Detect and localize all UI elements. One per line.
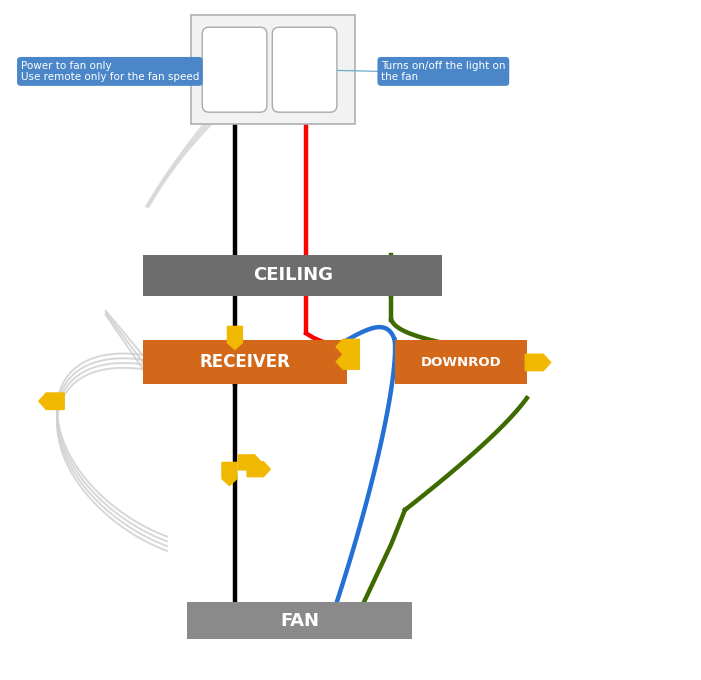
FancyBboxPatch shape — [191, 15, 355, 124]
FancyBboxPatch shape — [203, 27, 267, 112]
Polygon shape — [247, 462, 271, 477]
Text: Power to fan only
Use remote only for the fan speed: Power to fan only Use remote only for th… — [21, 61, 199, 82]
Polygon shape — [238, 455, 261, 470]
FancyBboxPatch shape — [143, 340, 347, 384]
Text: DOWNROD: DOWNROD — [421, 356, 501, 369]
Text: Turns on/off the light on
the fan: Turns on/off the light on the fan — [381, 61, 505, 82]
Text: FAN: FAN — [280, 611, 319, 630]
Text: CEILING: CEILING — [252, 267, 333, 284]
FancyBboxPatch shape — [143, 255, 442, 296]
FancyBboxPatch shape — [272, 27, 337, 112]
Polygon shape — [336, 354, 360, 369]
Polygon shape — [222, 462, 237, 486]
Text: RECEIVER: RECEIVER — [200, 353, 290, 371]
FancyBboxPatch shape — [395, 340, 527, 384]
Polygon shape — [39, 393, 64, 409]
Polygon shape — [336, 339, 360, 354]
Polygon shape — [525, 354, 551, 371]
Polygon shape — [227, 326, 243, 350]
FancyBboxPatch shape — [187, 602, 411, 639]
